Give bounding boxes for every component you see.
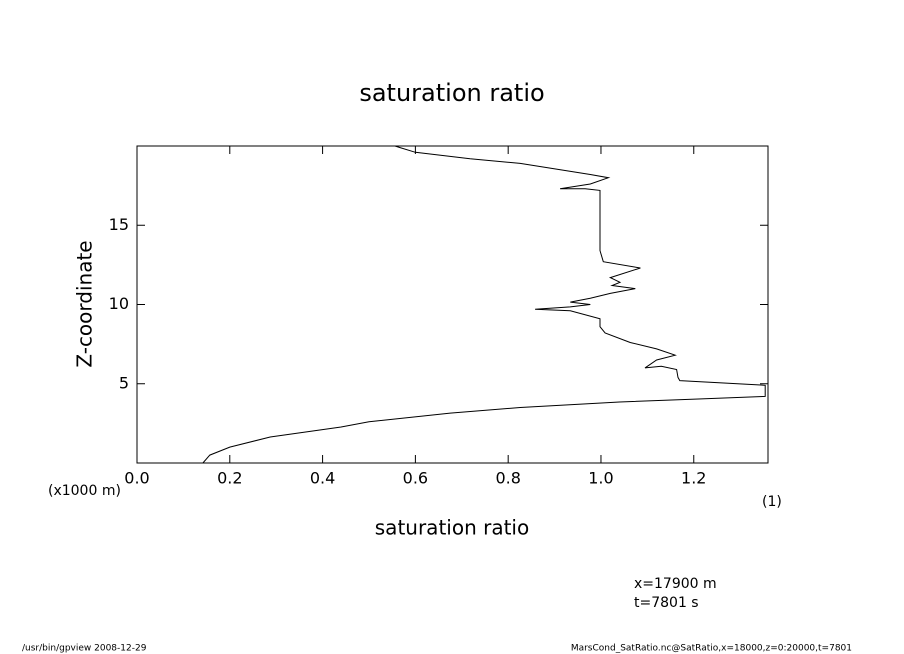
- plot-frame: [136, 145, 769, 464]
- y-unit: (x1000 m): [48, 483, 121, 499]
- x-tick-label: 0.4: [310, 469, 335, 488]
- x-tick-label: 0.6: [403, 469, 428, 488]
- footer: /usr/bin/gpview 2008-12-29: [22, 644, 147, 654]
- y-tick-label: 15: [109, 215, 129, 234]
- chart-title: saturation ratio: [359, 79, 544, 107]
- x-tick-label: 1.2: [681, 469, 706, 488]
- x-tick-label: 0.0: [124, 469, 149, 488]
- footer: MarsCond_SatRatio.nc@SatRatio,x=18000,z=…: [571, 644, 852, 654]
- x-axis-label: saturation ratio: [375, 516, 529, 540]
- data-line: [202, 145, 766, 464]
- y-tick-label: 10: [109, 294, 129, 313]
- annotation: t=7801 s: [634, 595, 699, 611]
- y-axis-label: Z-coordinate: [73, 240, 97, 367]
- annotation: x=17900 m: [634, 576, 717, 592]
- x-tick-label: 0.8: [495, 469, 520, 488]
- y-tick-label: 5: [119, 373, 129, 392]
- x-unit: (1): [762, 494, 782, 510]
- x-tick-label: 1.0: [588, 469, 613, 488]
- x-tick-label: 0.2: [217, 469, 242, 488]
